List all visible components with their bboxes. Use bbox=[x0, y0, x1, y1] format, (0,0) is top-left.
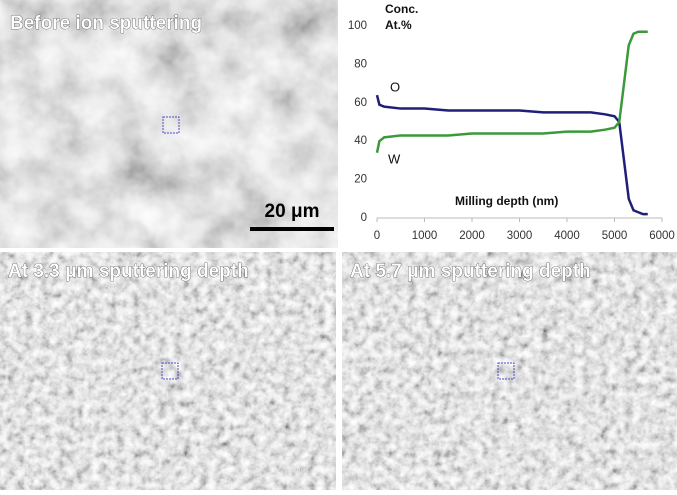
sem-info: 10.0 keV bbox=[152, 467, 172, 473]
series-annotation: W bbox=[388, 151, 401, 166]
series-line bbox=[375, 30, 648, 153]
x-axis-label: Milling depth (nm) bbox=[455, 194, 558, 208]
x-tick-label: 5000 bbox=[602, 230, 628, 242]
y-tick-label: 40 bbox=[354, 135, 367, 147]
y-axis-label: Conc. bbox=[385, 2, 418, 16]
sem-info: 1000 X bbox=[20, 221, 37, 227]
y-axis-label: At.% bbox=[385, 18, 412, 32]
y-tick-label: 80 bbox=[354, 58, 367, 70]
scale-bar-label: 20 μm bbox=[265, 201, 320, 222]
sem-info: 10.0 keV bbox=[488, 467, 508, 473]
sem-info: 1000 X bbox=[20, 467, 37, 473]
roi-box bbox=[162, 116, 180, 134]
sem-image bbox=[342, 252, 677, 490]
panel-label: At 5.7 μm sputtering depth bbox=[350, 261, 591, 282]
y-tick-label: 100 bbox=[348, 20, 367, 32]
panel-label: At 3.3 μm sputtering depth bbox=[8, 261, 249, 282]
x-tick-label: 4000 bbox=[554, 230, 580, 242]
x-tick-label: 2000 bbox=[459, 230, 485, 242]
y-tick-label: 20 bbox=[354, 174, 367, 186]
scale-bar bbox=[250, 227, 334, 231]
y-tick-label: 0 bbox=[361, 212, 367, 224]
y-tick-label: 60 bbox=[354, 97, 367, 109]
sem-info: 1000 X bbox=[358, 467, 375, 473]
sem-info: 20.0 μm bbox=[282, 221, 300, 227]
roi-box bbox=[161, 362, 179, 380]
roi-box bbox=[497, 362, 515, 380]
sem-image bbox=[0, 252, 336, 490]
x-tick-label: 6000 bbox=[649, 230, 675, 242]
series-line bbox=[375, 94, 648, 216]
series-annotation: O bbox=[390, 79, 400, 94]
sem-info: 20.0 μm bbox=[625, 467, 643, 473]
x-tick-label: 0 bbox=[374, 230, 380, 242]
x-tick-label: 1000 bbox=[412, 230, 438, 242]
x-tick-label: 3000 bbox=[507, 230, 533, 242]
sem-image bbox=[0, 0, 338, 248]
sem-info: 20.0 μm bbox=[290, 467, 308, 473]
sem-info: 10.0 keV bbox=[152, 221, 172, 227]
panel-label: Before ion sputtering bbox=[10, 13, 202, 34]
